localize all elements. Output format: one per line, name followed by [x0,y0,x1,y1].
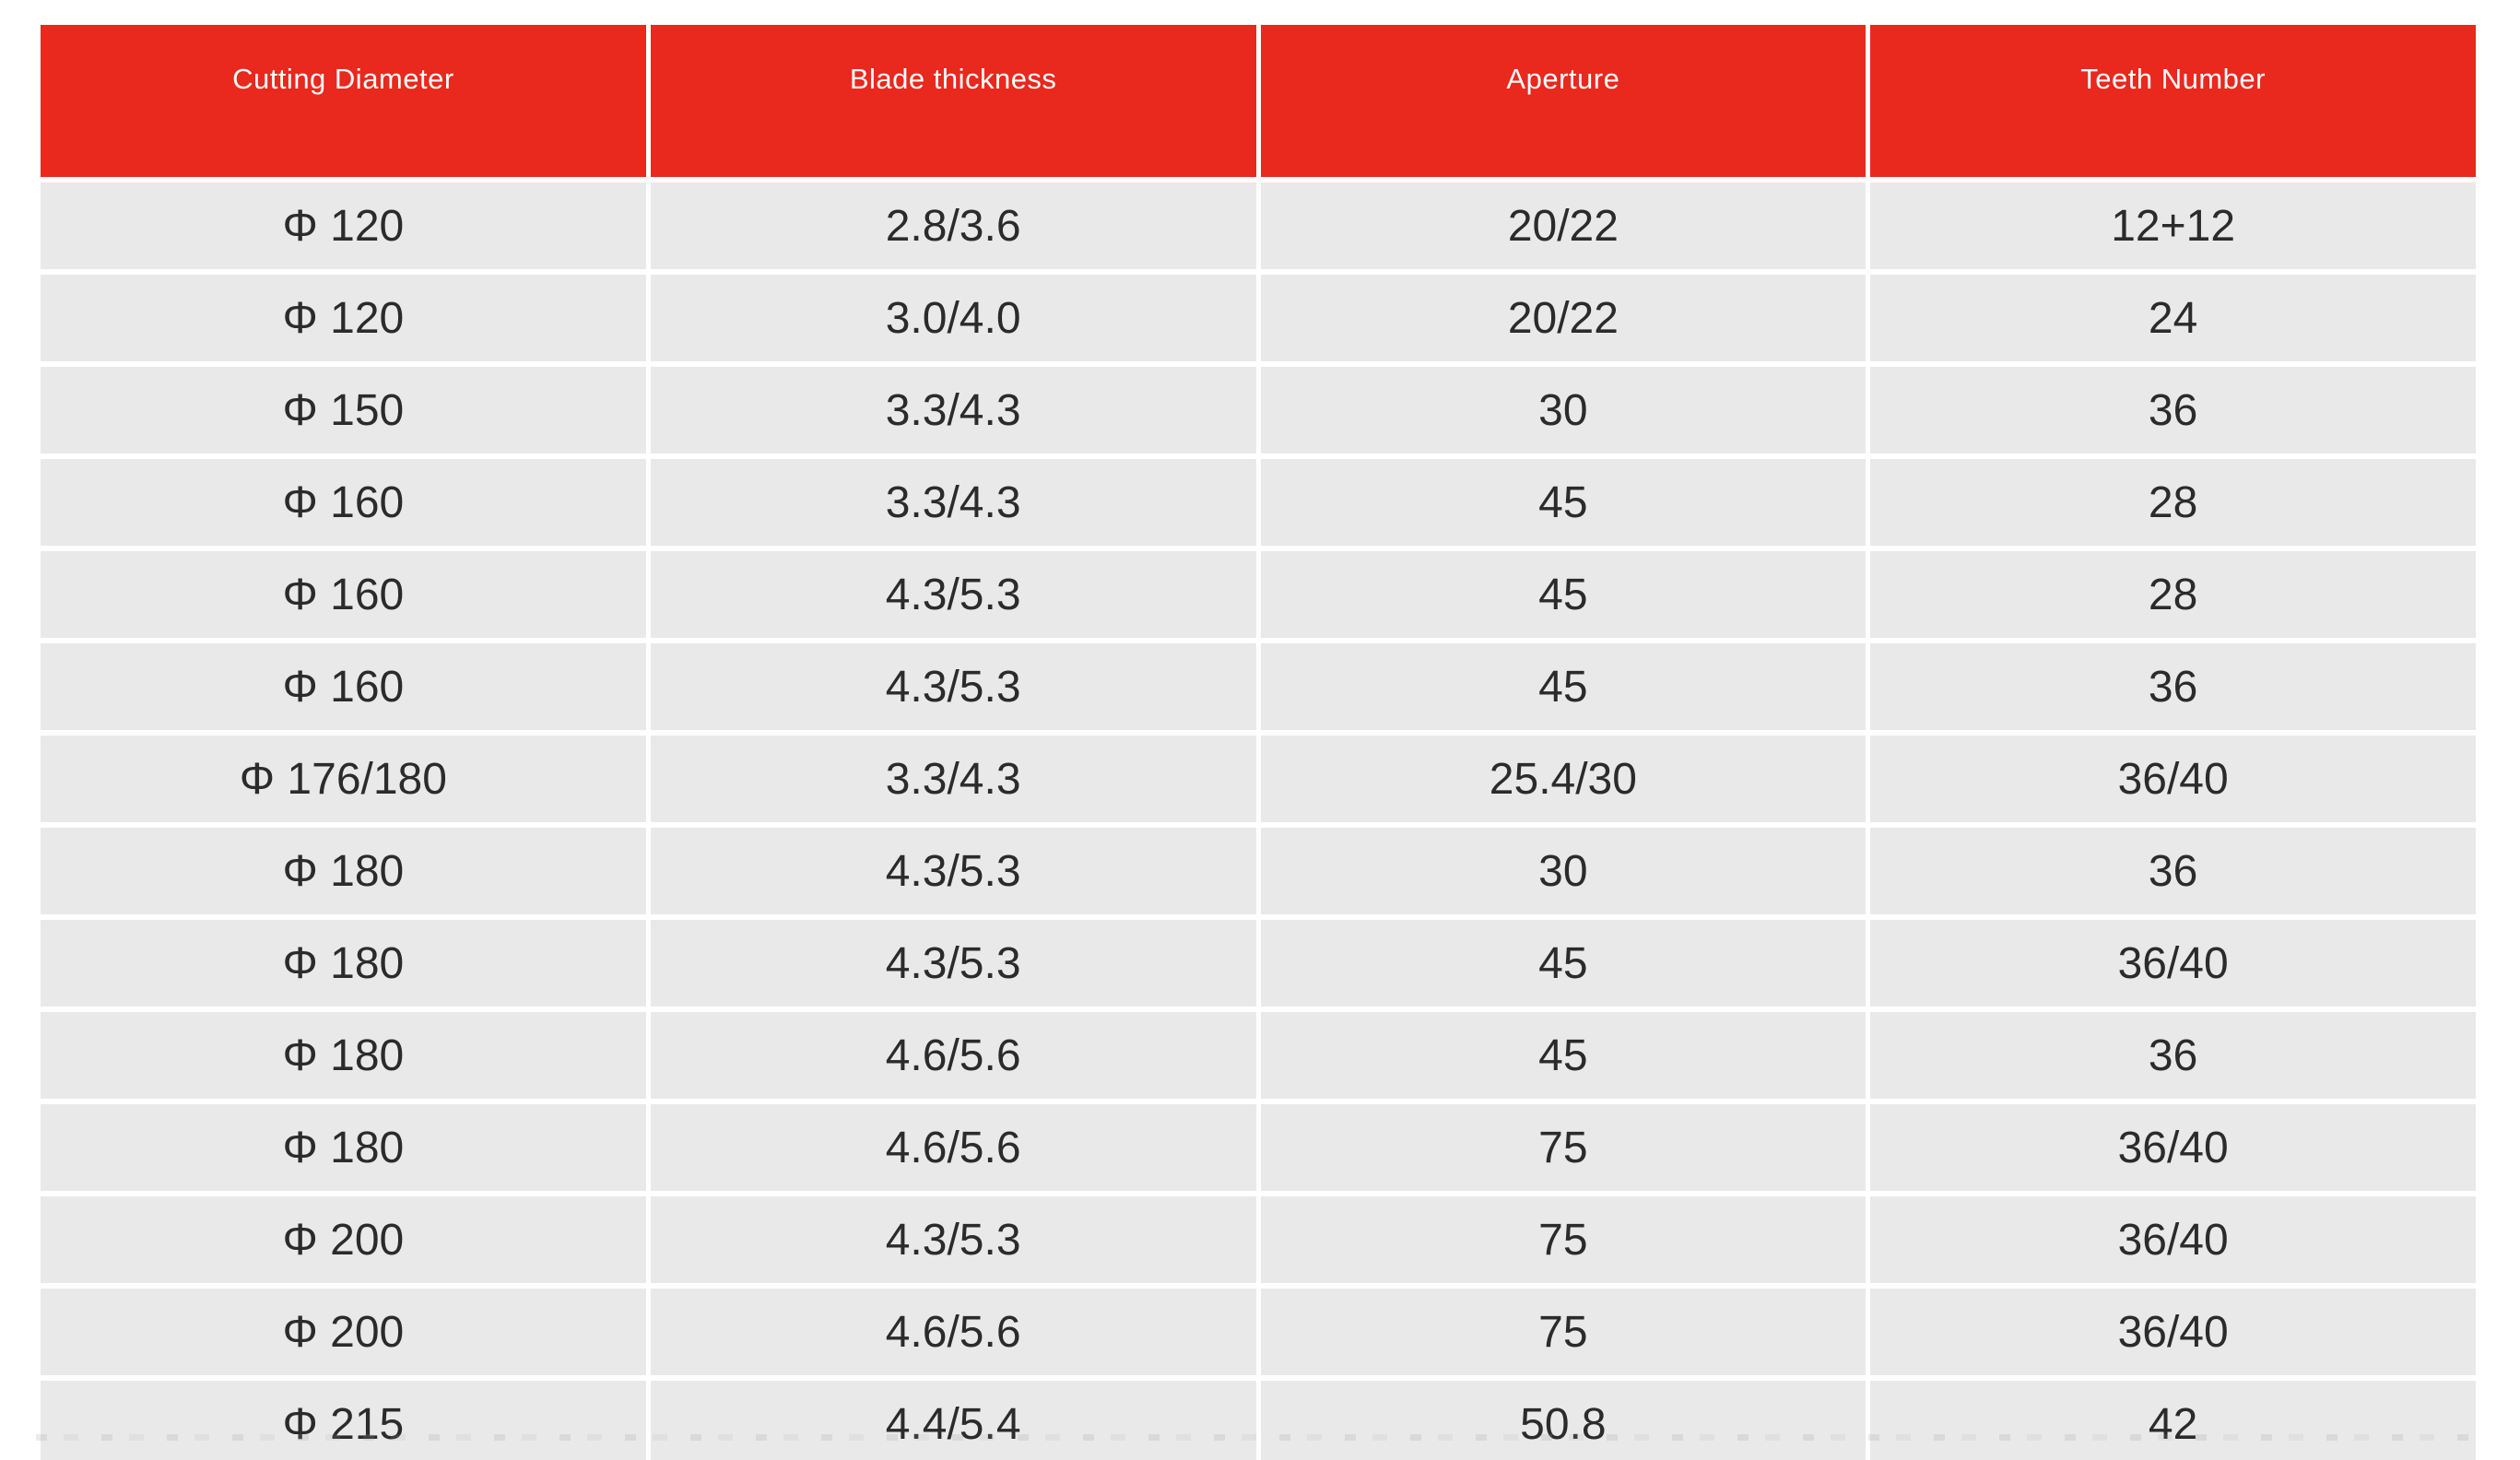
table-cell: Φ 160 [41,459,646,546]
column-header-cutting-diameter: Cutting Diameter [41,25,646,177]
table-cell: 42 [1870,1381,2476,1460]
table-cell: 36 [1870,643,2476,730]
table-cell: Φ 180 [41,920,646,1007]
table-cell: Φ 200 [41,1289,646,1375]
table-row: Φ 160 3.3/4.3 45 28 [41,459,2476,546]
table-cell: 12+12 [1870,182,2476,269]
column-header-teeth-number: Teeth Number [1870,25,2476,177]
cropped-next-row-remnant [36,1434,2480,1441]
table-cell: Φ 200 [41,1196,646,1283]
table-cell: 25.4/30 [1260,736,1866,822]
table-cell: 36/40 [1870,1196,2476,1283]
table-row: Φ 200 4.3/5.3 75 36/40 [41,1196,2476,1283]
table-row: Φ 120 3.0/4.0 20/22 24 [41,275,2476,361]
table-row: Φ 180 4.3/5.3 45 36/40 [41,920,2476,1007]
table-cell: Φ 150 [41,367,646,453]
table-row: Φ 120 2.8/3.6 20/22 12+12 [41,182,2476,269]
table-row: Φ 200 4.6/5.6 75 36/40 [41,1289,2476,1375]
table-cell: Φ 215 [41,1381,646,1460]
table-row: Φ 160 4.3/5.3 45 36 [41,643,2476,730]
table-row: Φ 180 4.6/5.6 75 36/40 [41,1104,2476,1191]
table-header: Cutting Diameter Blade thickness Apertur… [41,25,2476,177]
table-cell: 4.3/5.3 [650,643,1256,730]
table-cell: 45 [1260,459,1866,546]
column-header-aperture: Aperture [1260,25,1866,177]
table-cell: 2.8/3.6 [650,182,1256,269]
table-row: Φ 180 4.3/5.3 30 36 [41,828,2476,914]
table-row: Φ 176/180 3.3/4.3 25.4/30 36/40 [41,736,2476,822]
table-body: Φ 120 2.8/3.6 20/22 12+12 Φ 120 3.0/4.0 20/22 2… [41,182,2476,1460]
table-row: Φ 160 4.3/5.3 45 28 [41,551,2476,638]
table-cell: 4.3/5.3 [650,551,1256,638]
table-cell: 4.3/5.3 [650,1196,1256,1283]
table-cell: 24 [1870,275,2476,361]
table-cell: 30 [1260,367,1866,453]
table-cell: 36 [1870,367,2476,453]
table-cell: 45 [1260,551,1866,638]
table-cell: 45 [1260,643,1866,730]
table-cell: 75 [1260,1104,1866,1191]
table-cell: 4.3/5.3 [650,920,1256,1007]
table-cell: 75 [1260,1196,1866,1283]
table-cell: 36/40 [1870,1104,2476,1191]
table-cell: Φ 160 [41,551,646,638]
table-cell: 3.3/4.3 [650,736,1256,822]
table-cell: 45 [1260,920,1866,1007]
table-cell: 36/40 [1870,736,2476,822]
table-cell: 36 [1870,828,2476,914]
table-cell: 20/22 [1260,182,1866,269]
table-cell: 4.3/5.3 [650,828,1256,914]
table-cell: 4.4/5.4 [650,1381,1256,1460]
table-cell: 3.3/4.3 [650,367,1256,453]
table-cell: 28 [1870,459,2476,546]
product-spec-table: Cutting Diameter Blade thickness Apertur… [36,19,2480,1460]
table-cell: 36/40 [1870,920,2476,1007]
table-cell: 3.3/4.3 [650,459,1256,546]
table-cell: 75 [1260,1289,1866,1375]
table-cell: 36 [1870,1012,2476,1099]
table-cell: Φ 160 [41,643,646,730]
table-cell: 3.0/4.0 [650,275,1256,361]
table-row: Φ 215 4.4/5.4 50.8 42 [41,1381,2476,1460]
table-cell: 50.8 [1260,1381,1866,1460]
table-cell: 28 [1870,551,2476,638]
table-header-row: Cutting Diameter Blade thickness Apertur… [41,25,2476,177]
table-row: Φ 150 3.3/4.3 30 36 [41,367,2476,453]
table-cell: Φ 176/180 [41,736,646,822]
table-cell: Φ 180 [41,828,646,914]
table-cell: 20/22 [1260,275,1866,361]
column-header-blade-thickness: Blade thickness [650,25,1256,177]
table-cell: Φ 180 [41,1012,646,1099]
table-cell: Φ 120 [41,275,646,361]
table-cell: 36/40 [1870,1289,2476,1375]
table-cell: 4.6/5.6 [650,1104,1256,1191]
table-cell: 30 [1260,828,1866,914]
table-cell: Φ 180 [41,1104,646,1191]
table-cell: 4.6/5.6 [650,1012,1256,1099]
table-cell: Φ 120 [41,182,646,269]
table-cell: 4.6/5.6 [650,1289,1256,1375]
table-row: Φ 180 4.6/5.6 45 36 [41,1012,2476,1099]
table-cell: 45 [1260,1012,1866,1099]
